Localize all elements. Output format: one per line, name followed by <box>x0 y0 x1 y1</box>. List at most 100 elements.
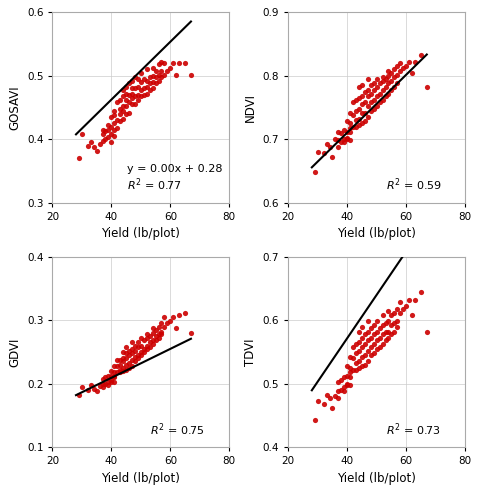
Point <box>137 334 144 342</box>
Point <box>376 90 384 98</box>
Point <box>93 387 100 395</box>
Point <box>355 115 363 123</box>
Point <box>120 106 127 114</box>
Point <box>131 357 139 365</box>
Point <box>116 117 124 125</box>
Point <box>379 330 386 338</box>
Point <box>337 386 345 394</box>
Point <box>335 137 342 144</box>
Point <box>391 319 398 327</box>
Point <box>120 115 127 123</box>
Y-axis label: TDVI: TDVI <box>244 338 257 366</box>
Point <box>370 349 378 357</box>
Point <box>343 128 351 136</box>
Point <box>134 351 142 359</box>
Point <box>122 343 130 351</box>
Point <box>128 94 136 102</box>
Point <box>152 73 159 81</box>
Point <box>370 321 378 329</box>
Point <box>349 123 357 131</box>
Point <box>373 328 381 336</box>
Point <box>391 328 398 336</box>
Point <box>157 67 165 74</box>
Point <box>128 101 136 108</box>
Point <box>90 143 97 151</box>
Point <box>361 340 369 348</box>
Point <box>358 334 366 342</box>
Point <box>149 329 156 337</box>
Point <box>110 372 118 380</box>
Point <box>161 59 168 67</box>
Point <box>394 317 401 325</box>
Point <box>125 99 133 106</box>
Point <box>373 317 381 325</box>
Point <box>358 353 366 361</box>
Point <box>379 86 386 94</box>
Point <box>108 113 115 121</box>
Point <box>113 116 121 124</box>
Point <box>379 311 386 319</box>
Point <box>358 101 366 108</box>
Point <box>125 359 133 367</box>
Point <box>373 75 381 83</box>
Point <box>320 149 327 157</box>
Point <box>113 355 121 363</box>
Point <box>140 345 148 352</box>
Point <box>387 321 395 329</box>
Point <box>346 124 354 132</box>
Point <box>323 391 330 399</box>
Point <box>149 78 156 86</box>
Point <box>137 86 144 94</box>
Point <box>352 106 360 114</box>
Point <box>405 58 413 66</box>
Point <box>340 135 348 143</box>
Point <box>364 347 372 354</box>
Point <box>143 345 151 352</box>
Point <box>355 364 363 372</box>
Point <box>181 309 189 317</box>
Point <box>367 90 374 98</box>
Point <box>116 355 124 363</box>
Point <box>396 309 404 317</box>
Point <box>122 366 130 374</box>
Point <box>376 324 384 332</box>
Point <box>364 357 372 365</box>
Point <box>349 111 357 119</box>
Point <box>373 337 381 345</box>
Text: $R^{2}$ = 0.73: $R^{2}$ = 0.73 <box>385 421 441 438</box>
Point <box>367 81 374 89</box>
Point <box>167 64 174 72</box>
Point <box>370 79 378 87</box>
Point <box>125 351 133 359</box>
Point <box>364 317 372 325</box>
Point <box>361 361 369 369</box>
Point <box>131 347 139 354</box>
Point <box>122 90 130 98</box>
Point <box>364 92 372 100</box>
Point <box>361 108 369 116</box>
Point <box>352 116 360 124</box>
Point <box>96 382 103 390</box>
Point <box>373 102 381 110</box>
Point <box>187 329 195 337</box>
Point <box>116 366 124 374</box>
Point <box>382 83 389 91</box>
Point <box>396 298 404 306</box>
Point <box>134 75 142 83</box>
Point <box>99 375 107 383</box>
X-axis label: Yield (lb/plot): Yield (lb/plot) <box>101 472 180 485</box>
Point <box>164 67 171 74</box>
Point <box>120 86 127 94</box>
Point <box>329 153 336 161</box>
Point <box>125 347 133 354</box>
Point <box>161 322 168 330</box>
Point <box>423 328 431 336</box>
Point <box>146 73 154 81</box>
Point <box>128 84 136 92</box>
Point <box>157 58 165 66</box>
Point <box>325 143 333 151</box>
Point <box>110 373 118 381</box>
Point <box>134 339 142 347</box>
Point <box>108 367 115 375</box>
Point <box>105 121 112 129</box>
